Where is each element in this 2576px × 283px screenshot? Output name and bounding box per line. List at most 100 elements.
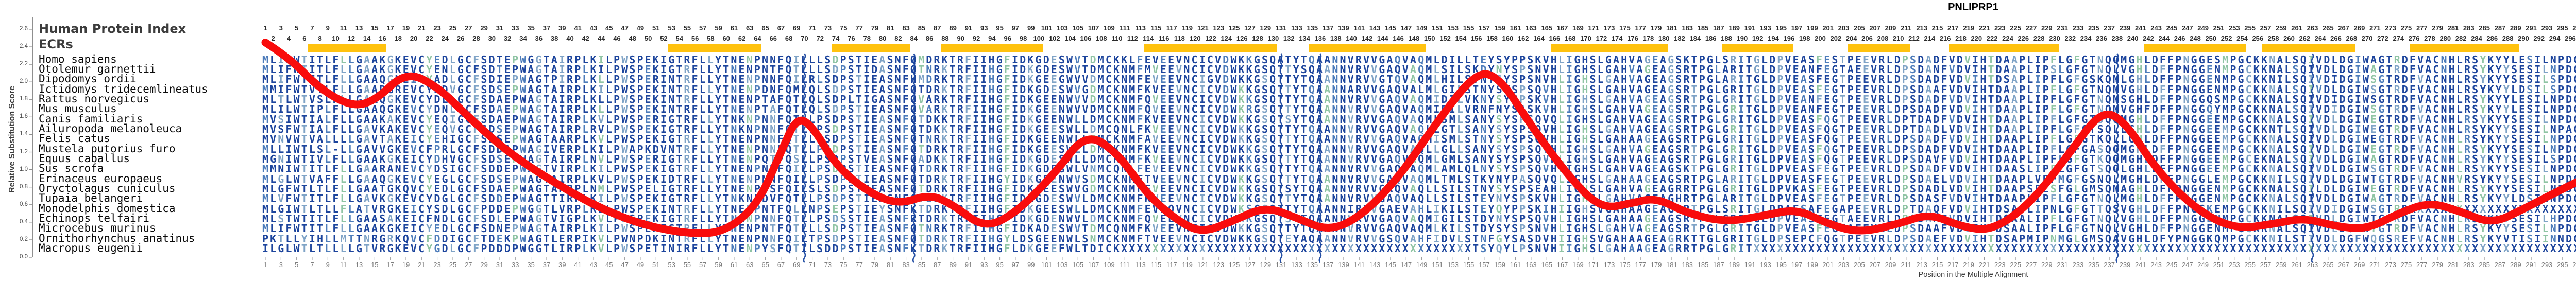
- y-tick-label: 1.4: [20, 131, 28, 137]
- ruler-number-top: 230: [2049, 34, 2060, 42]
- ruler-number-top: 58: [707, 34, 715, 42]
- ruler-number-bottom: 265: [2322, 261, 2334, 269]
- ruler-number-top: 262: [2299, 34, 2311, 42]
- ruler-number-top: 182: [1674, 34, 1685, 42]
- ruler-number-top: 72: [816, 34, 824, 42]
- ruler-number-bottom: 243: [2150, 261, 2162, 269]
- ruler-number-top: 18: [394, 34, 402, 42]
- ruler-number-top: 109: [1104, 24, 1115, 32]
- ruler-number-top: 42: [582, 34, 590, 42]
- species-name: Rattus norvegicus: [39, 92, 149, 105]
- ruler-number-top: 147: [1400, 24, 1412, 32]
- ruler-number-top: 92: [972, 34, 980, 42]
- ruler-number-top: 60: [722, 34, 730, 42]
- ruler-number-top: 62: [738, 34, 746, 42]
- ruler-number-top: 126: [1236, 34, 1248, 42]
- ruler-number-top: 56: [691, 34, 699, 42]
- ruler-number-top: 221: [1978, 24, 1990, 32]
- ruler-number-top: 209: [1885, 24, 1896, 32]
- ruler-number-top: 258: [2267, 34, 2279, 42]
- ruler-number-top: 33: [512, 24, 519, 32]
- ruler-number-top: 284: [2471, 34, 2482, 42]
- ruler-number-bottom: 231: [2057, 261, 2068, 269]
- ruler-number-top: 36: [535, 34, 543, 42]
- ruler-number-top: 170: [1580, 34, 1591, 42]
- species-name: Dipodomys ordii: [39, 73, 137, 85]
- ruler-number-bottom: 291: [2526, 261, 2537, 269]
- ruler-number-top: 112: [1127, 34, 1138, 42]
- ruler-number-bottom: 135: [1307, 261, 1318, 269]
- ruler-number-top: 174: [1611, 34, 1623, 42]
- ruler-number-top: 66: [769, 34, 777, 42]
- ruler-number-top: 91: [964, 24, 973, 32]
- ruler-number-top: 187: [1713, 24, 1724, 32]
- ruler-number-top: 73: [824, 24, 832, 32]
- ruler-number-top: 193: [1759, 24, 1771, 32]
- ruler-number-top: 142: [1361, 34, 1373, 42]
- ruler-number-top: 199: [1806, 24, 1818, 32]
- ruler-number-bottom: 257: [2260, 261, 2272, 269]
- legend-heading-human-protein-index: Human Protein Index: [39, 22, 187, 36]
- ruler-number-bottom: 59: [715, 261, 722, 269]
- ruler-number-bottom: 79: [871, 261, 879, 269]
- ruler-number-top: 25: [449, 24, 457, 32]
- ruler-number-bottom: 45: [605, 261, 613, 269]
- ruler-number-top: 116: [1158, 34, 1170, 42]
- ruler-number-top: 19: [402, 24, 410, 32]
- ruler-number-top: 177: [1635, 24, 1647, 32]
- ruler-number-top: 102: [1048, 34, 1060, 42]
- ruler-number-top: 214: [1924, 34, 1936, 42]
- ruler-number-top: 228: [2033, 34, 2045, 42]
- ruler-number-top: 291: [2526, 24, 2537, 32]
- ruler-number-bottom: 251: [2213, 261, 2225, 269]
- ruler-number-top: 251: [2213, 24, 2225, 32]
- ruler-number-bottom: 233: [2072, 261, 2084, 269]
- ruler-number-top: 95: [996, 24, 1004, 32]
- ruler-number-top: 263: [2307, 24, 2318, 32]
- ruler-number-top: 188: [1721, 34, 1732, 42]
- ruler-number-top: 3: [279, 24, 283, 32]
- ruler-number-top: 245: [2166, 24, 2178, 32]
- ruler-number-bottom: 117: [1166, 261, 1177, 269]
- ruler-number-top: 145: [1385, 24, 1396, 32]
- ruler-number-top: 283: [2463, 24, 2475, 32]
- ruler-number-top: 101: [1041, 24, 1053, 32]
- ruler-number-top: 266: [2330, 34, 2342, 42]
- ruler-number-bottom: 199: [1806, 261, 1818, 269]
- ruler-number-top: 22: [426, 34, 433, 42]
- ruler-number-top: 45: [605, 24, 613, 32]
- ruler-number-top: 82: [894, 34, 902, 42]
- ruler-number-bottom: 129: [1260, 261, 1272, 269]
- ruler-number-bottom: 87: [934, 261, 941, 269]
- ruler-number-top: 270: [2361, 34, 2373, 42]
- ruler-number-top: 231: [2057, 24, 2068, 32]
- ruler-number-top: 105: [1072, 24, 1084, 32]
- ruler-number-top: 161: [1510, 24, 1521, 32]
- ruler-number-top: 143: [1369, 24, 1381, 32]
- ruler-number-bottom: 3: [279, 261, 283, 269]
- ruler-number-top: 76: [848, 34, 855, 42]
- ruler-number-top: 295: [2556, 24, 2568, 32]
- ruler-number-top: 215: [1931, 24, 1943, 32]
- y-tick-label: 1.2: [20, 148, 28, 155]
- ruler-number-bottom: 91: [964, 261, 973, 269]
- ruler-number-top: 166: [1549, 34, 1561, 42]
- ruler-number-top: 275: [2400, 24, 2412, 32]
- ruler-number-top: 117: [1166, 24, 1177, 32]
- ruler-number-top: 152: [1439, 34, 1451, 42]
- ruler-number-top: 205: [1853, 24, 1865, 32]
- y-tick-label: 0.6: [20, 201, 28, 207]
- ruler-number-top: 178: [1642, 34, 1654, 42]
- ruler-number-top: 216: [1939, 34, 1951, 42]
- ruler-number-bottom: 107: [1088, 261, 1099, 269]
- ruler-number-top: 90: [957, 34, 964, 42]
- ruler-number-top: 191: [1744, 24, 1756, 32]
- ruler-number-bottom: 229: [2041, 261, 2053, 269]
- ruler-number-bottom: 227: [2025, 261, 2037, 269]
- ruler-number-bottom: 149: [1416, 261, 1428, 269]
- ruler-number-bottom: 267: [2338, 261, 2349, 269]
- ruler-number-bottom: 51: [652, 261, 660, 269]
- ruler-number-top: 79: [871, 24, 879, 32]
- ruler-number-top: 194: [1768, 34, 1779, 42]
- ruler-number-top: 44: [597, 34, 605, 42]
